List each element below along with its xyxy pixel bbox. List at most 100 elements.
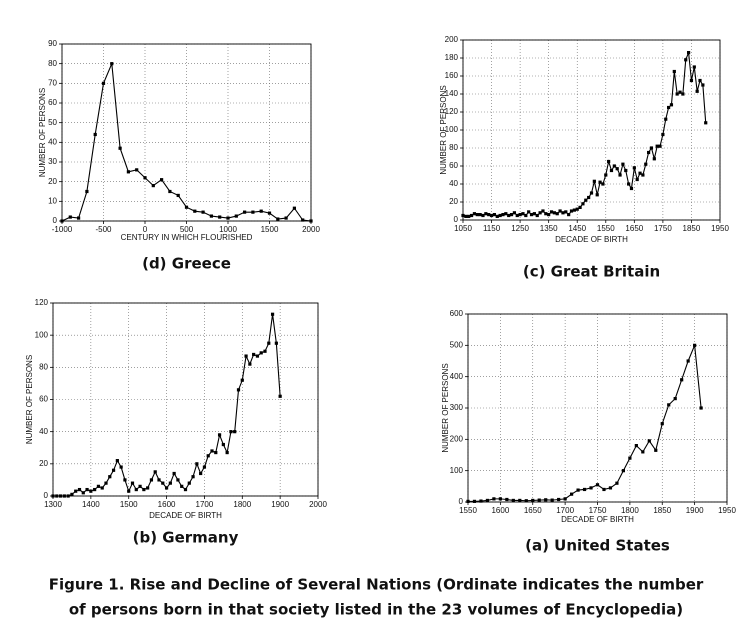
x-tick-label: -500 — [95, 225, 112, 234]
y-tick-label: 80 — [449, 143, 458, 152]
data-point — [292, 206, 296, 210]
data-point — [604, 173, 608, 177]
y-tick-label: 30 — [48, 157, 57, 166]
x-tick-label: -1000 — [52, 225, 73, 234]
data-point — [511, 498, 515, 503]
y-tick-label: 0 — [44, 491, 49, 500]
data-point — [686, 359, 690, 363]
data-point — [598, 180, 602, 184]
data-point — [505, 497, 509, 502]
data-point — [123, 478, 127, 482]
data-point — [168, 189, 172, 194]
y-tick-label: 400 — [450, 372, 464, 381]
data-point — [495, 214, 499, 218]
x-tick-label: 2000 — [309, 500, 327, 509]
data-point — [199, 471, 203, 476]
y-tick-label: 500 — [450, 340, 464, 349]
data-point — [110, 62, 114, 66]
data-point — [263, 349, 267, 353]
data-point — [609, 168, 614, 173]
data-point — [575, 207, 579, 211]
data-point — [667, 403, 671, 407]
data-point — [644, 162, 648, 166]
data-point — [658, 144, 662, 148]
data-point — [89, 489, 93, 493]
data-point — [267, 341, 271, 345]
data-point — [225, 450, 229, 455]
y-tick-label: 20 — [48, 177, 57, 186]
x-tick-label: 1500 — [261, 225, 279, 234]
x-tick-label: 1700 — [196, 500, 214, 509]
x-tick-label: 1600 — [491, 506, 509, 515]
x-axis-label: DECADE OF BIRTH — [561, 515, 634, 524]
data-point — [492, 497, 496, 501]
data-point — [569, 209, 574, 213]
y-axis-label: NUMBER OF PERSONS — [439, 85, 448, 174]
data-point — [524, 499, 528, 503]
data-point — [538, 211, 542, 215]
data-point — [537, 498, 541, 502]
y-tick-label: 100 — [450, 466, 464, 475]
data-point — [153, 470, 157, 474]
data-point — [555, 212, 559, 216]
data-line — [462, 52, 707, 218]
data-point — [209, 214, 213, 218]
data-point — [195, 462, 199, 466]
data-point — [255, 354, 260, 358]
y-tick-label: 20 — [449, 197, 458, 206]
data-point — [236, 388, 241, 392]
data-point — [686, 51, 691, 55]
data-point — [654, 448, 658, 452]
data-point — [119, 465, 123, 469]
data-point — [558, 209, 562, 213]
data-point — [655, 144, 659, 148]
data-point — [201, 210, 205, 214]
data-point — [608, 486, 613, 490]
y-tick-label: 120 — [445, 107, 459, 116]
plot-frame — [61, 43, 312, 222]
data-point — [180, 484, 184, 488]
data-point — [278, 394, 282, 398]
data-point — [629, 186, 634, 191]
data-point — [234, 214, 238, 218]
data-point — [472, 499, 477, 503]
data-point — [595, 193, 599, 197]
data-point — [464, 214, 468, 218]
data-point — [244, 354, 248, 358]
data-point — [498, 213, 502, 218]
y-tick-label: 600 — [450, 309, 464, 318]
data-point — [191, 475, 195, 479]
y-tick-label: 300 — [450, 403, 464, 412]
data-point — [206, 454, 210, 458]
data-point — [118, 146, 122, 150]
data-point — [217, 433, 222, 437]
x-tick-label: 1550 — [597, 224, 615, 233]
y-tick-label: 50 — [48, 118, 57, 127]
data-point — [507, 213, 511, 218]
data-point — [501, 213, 505, 217]
data-point — [557, 497, 561, 502]
y-tick-label: 60 — [48, 98, 57, 107]
data-point — [684, 58, 688, 62]
y-tick-label: 60 — [39, 395, 48, 404]
data-point — [183, 487, 188, 492]
data-point — [85, 189, 89, 194]
data-point — [704, 121, 708, 125]
data-point — [93, 132, 97, 137]
data-point — [550, 498, 554, 502]
y-tick-label: 200 — [445, 35, 459, 44]
x-tick-label: 1700 — [556, 506, 574, 515]
data-point — [632, 166, 636, 170]
data-point — [669, 103, 674, 107]
data-point — [512, 211, 516, 215]
data-point — [641, 450, 645, 454]
data-point — [532, 212, 536, 216]
data-point — [484, 212, 488, 216]
y-tick-label: 140 — [445, 89, 459, 98]
x-axis-label: CENTURY IN WHICH FLOURISHED — [121, 233, 253, 242]
plot-frame — [52, 302, 319, 497]
data-point — [248, 362, 252, 366]
data-point — [226, 216, 230, 220]
plot-frame — [462, 39, 721, 221]
